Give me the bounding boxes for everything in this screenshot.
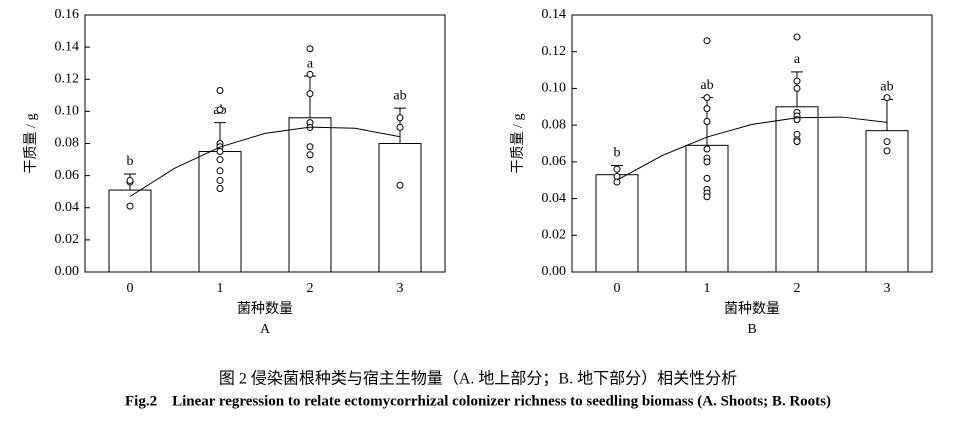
data-point	[703, 117, 711, 125]
data-point	[703, 105, 711, 113]
significance-letter: ab	[393, 88, 406, 103]
data-point	[883, 138, 891, 146]
data-point	[703, 158, 711, 166]
y-tick-label: 0.02	[55, 232, 80, 247]
x-tick-label: 0	[614, 281, 621, 296]
caption-english: Fig.2 Linear regression to relate ectomy…	[125, 393, 831, 409]
x-tick-label: 1	[704, 281, 711, 296]
data-point	[216, 86, 224, 94]
y-tick-label: 0.14	[542, 7, 567, 22]
x-axis-label: 菌种数量	[237, 301, 293, 317]
plot-frame	[571, 14, 933, 273]
regression-curve	[616, 116, 888, 181]
significance-letter: ab	[880, 80, 893, 95]
data-point	[216, 176, 224, 184]
data-point	[216, 106, 224, 114]
data-point	[216, 167, 224, 175]
data-point	[306, 45, 314, 53]
x-tick-label: 3	[884, 281, 891, 296]
y-tick-label: 0.10	[55, 104, 80, 119]
x-tick-label: 0	[127, 281, 134, 296]
panel-label: B	[747, 322, 756, 337]
data-point	[703, 174, 711, 182]
bar	[198, 151, 242, 273]
y-tick-label: 0.12	[55, 71, 80, 86]
x-tick-label: 3	[397, 281, 404, 296]
significance-letter: b	[127, 154, 134, 169]
data-point	[306, 151, 314, 159]
data-point	[216, 184, 224, 192]
regression-curve	[129, 126, 401, 197]
data-point	[216, 148, 224, 156]
bar	[685, 144, 729, 273]
data-point	[793, 33, 801, 41]
data-point	[396, 181, 404, 189]
data-point	[793, 138, 801, 146]
data-point	[216, 156, 224, 164]
y-tick-label: 0.16	[55, 7, 80, 22]
y-tick-label: 0.06	[542, 154, 567, 169]
data-point	[883, 147, 891, 155]
caption-chinese: 图 2 侵染菌根种类与宿主生物量（A. 地上部分；B. 地下部分）相关性分析	[219, 370, 737, 388]
data-point	[703, 193, 711, 201]
y-axis-label: 干质量 / g	[510, 114, 526, 174]
y-tick-label: 0.08	[55, 136, 80, 151]
data-point	[306, 165, 314, 173]
data-point	[613, 165, 621, 173]
y-axis-label: 干质量 / g	[23, 114, 39, 174]
bar	[108, 189, 152, 273]
y-tick-label: 0.12	[542, 44, 567, 59]
y-tick-label: 0.00	[55, 264, 80, 279]
data-point	[703, 94, 711, 102]
y-tick-label: 0.10	[542, 81, 567, 96]
y-tick-label: 0.02	[542, 228, 567, 243]
data-point	[306, 70, 314, 78]
significance-letter: a	[794, 52, 801, 67]
y-tick-label: 0.04	[55, 200, 80, 215]
x-tick-label: 1	[217, 281, 224, 296]
y-tick-label: 0.08	[542, 117, 567, 132]
data-point	[793, 84, 801, 92]
data-point	[793, 77, 801, 85]
y-tick-label: 0.06	[55, 168, 80, 183]
bar	[595, 174, 639, 273]
significance-letter: b	[614, 146, 621, 161]
y-tick-label: 0.04	[542, 191, 567, 206]
data-point	[703, 145, 711, 153]
x-tick-label: 2	[307, 281, 314, 296]
data-point	[703, 37, 711, 45]
data-point	[306, 143, 314, 151]
significance-letter: ab	[700, 78, 713, 93]
y-tick-label: 0.00	[542, 264, 567, 279]
data-point	[126, 176, 134, 184]
significance-letter: a	[307, 56, 314, 71]
data-point	[396, 123, 404, 131]
bar	[288, 117, 332, 273]
panel-label: A	[260, 322, 271, 337]
data-point	[126, 202, 134, 210]
error-bar	[881, 98, 893, 131]
y-tick-label: 0.14	[55, 39, 80, 54]
data-point	[306, 90, 314, 98]
x-tick-label: 2	[794, 281, 801, 296]
data-point	[613, 178, 621, 186]
data-point	[396, 114, 404, 122]
data-point	[883, 94, 891, 102]
x-axis-label: 菌种数量	[724, 301, 780, 317]
bar	[378, 143, 422, 273]
